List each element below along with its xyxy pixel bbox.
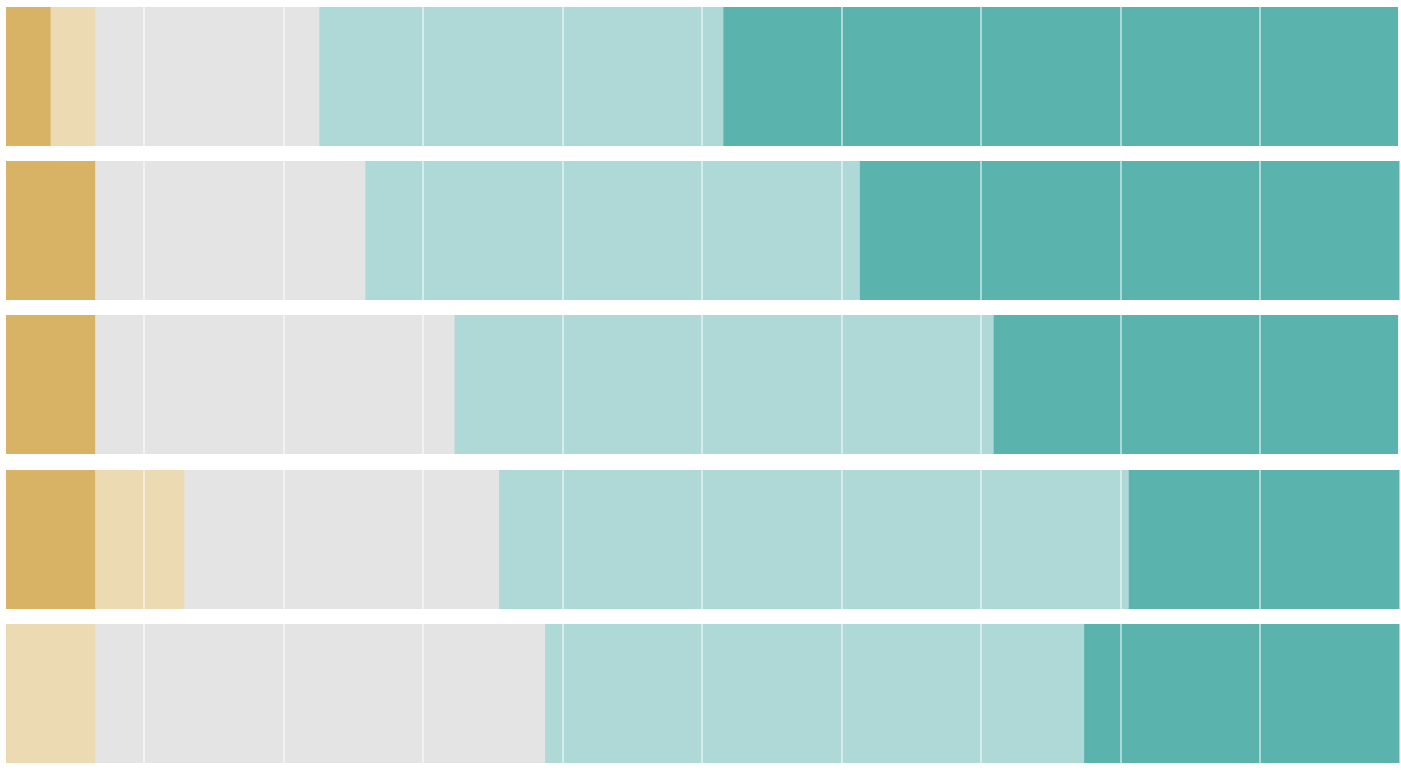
bar-segment-row1-series4 [319,7,724,146]
bar-segment-row5-series4 [545,624,1085,763]
bar-segment-row2-series1 [6,161,96,300]
bar-segment-row3-series1 [6,315,96,454]
bar-segment-row5-series5 [1084,624,1400,763]
bar-segment-row3-series4 [454,315,995,454]
bar-segment-row4-series5 [1128,470,1400,609]
bar-segment-row4-series1 [6,470,96,609]
bar-segment-row1-series1 [6,7,52,146]
bar-segment-row3-series3 [95,315,456,454]
bar-segment-row4-series3 [184,470,500,609]
bar-segment-row4-series2 [95,470,185,609]
bar-segment-row1-series2 [50,7,96,146]
bar-segment-row1-series5 [723,7,1399,146]
bar-segment-row5-series2 [6,624,96,763]
bar-segment-row1-series3 [95,7,320,146]
bar-segment-row3-series5 [993,315,1399,454]
bar-segment-row5-series3 [95,624,546,763]
bar-segment-row2-series5 [859,161,1400,300]
bar-segment-row4-series4 [499,470,1130,609]
bar-segment-row2-series3 [95,161,366,300]
bar-segment-row2-series4 [365,161,861,300]
